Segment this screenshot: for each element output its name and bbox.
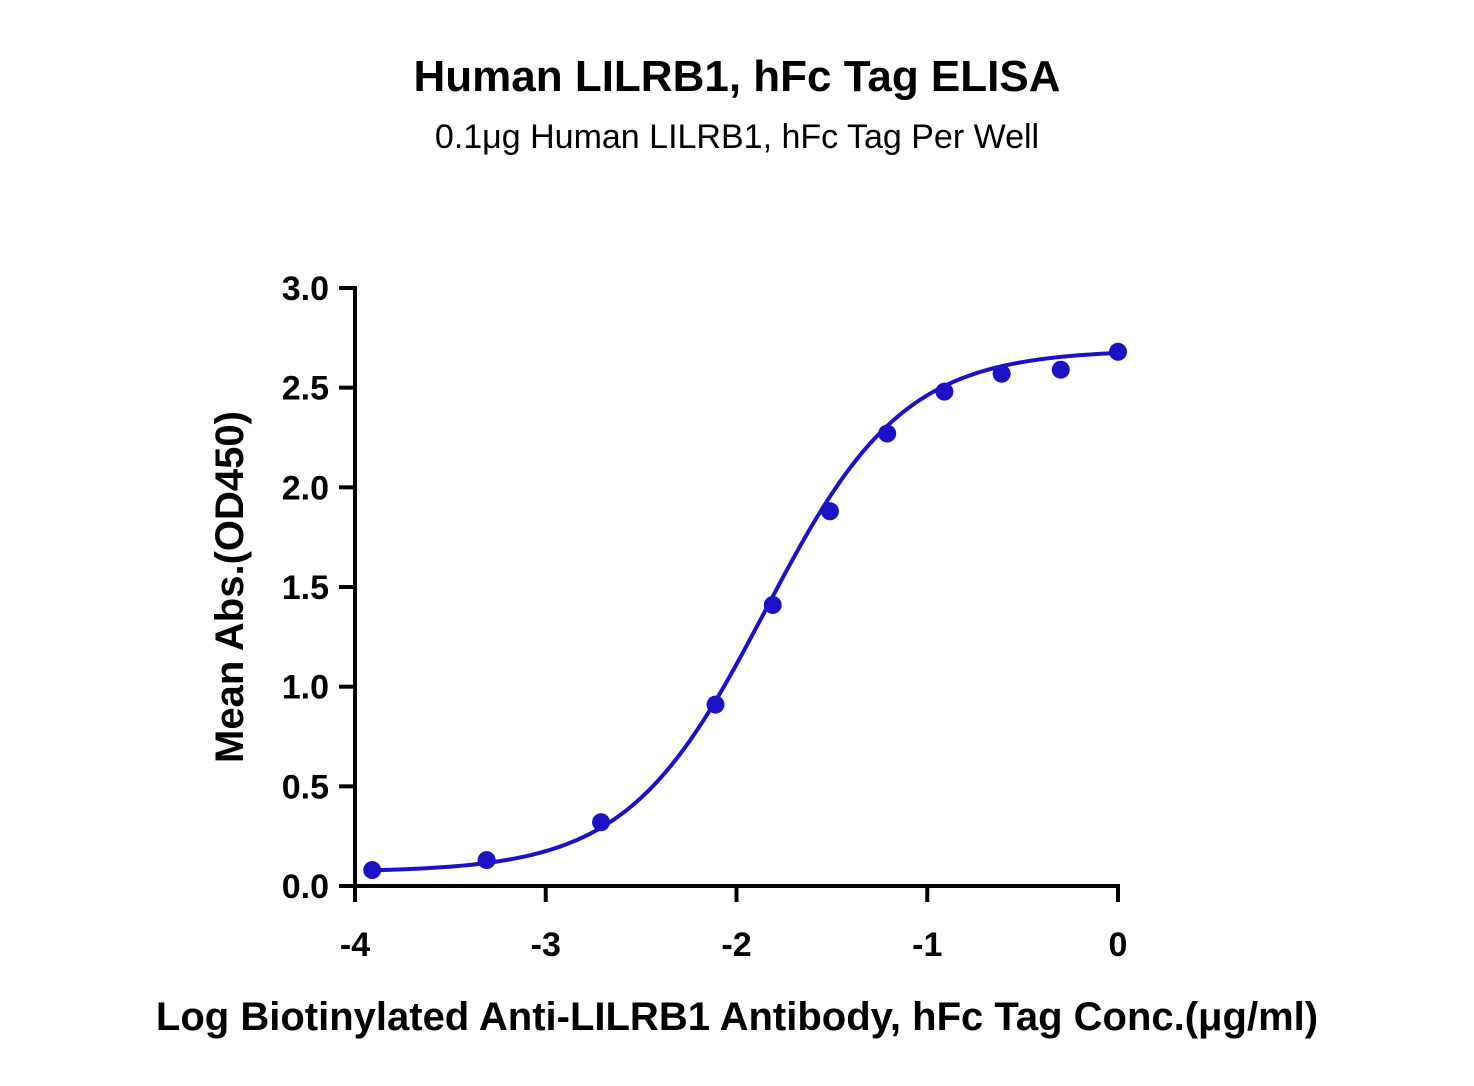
y-axis-label: Mean Abs.(OD450) (208, 411, 252, 763)
data-point (763, 595, 782, 614)
data-point (592, 813, 611, 832)
x-tick-label: -2 (721, 926, 751, 964)
y-tick-label: 3.0 (282, 270, 329, 308)
data-point (477, 851, 496, 870)
fit-curve (372, 350, 1119, 873)
data-point (1051, 360, 1070, 379)
data-point (363, 861, 382, 880)
x-tick-label: -1 (912, 926, 942, 964)
data-point (878, 424, 897, 443)
x-ticks: -4 -3 -2 -1 0 (340, 886, 1128, 964)
fit-curve-group (372, 350, 1119, 873)
y-tick-label: 2.5 (282, 370, 329, 408)
x-tick-label: 0 (1109, 926, 1128, 964)
y-tick-label: 0.5 (282, 768, 329, 806)
y-ticks: 0.0 0.5 1.0 1.5 2.0 2.5 3.0 (282, 270, 355, 906)
y-tick-label: 0.0 (282, 868, 329, 906)
chart-subtitle: 0.1μg Human LILRB1, hFc Tag Per Well (434, 118, 1040, 156)
y-tick-label: 1.0 (282, 669, 329, 707)
x-tick-label: -4 (340, 926, 370, 964)
y-tick-label: 2.0 (282, 469, 329, 507)
x-tick-label: -3 (531, 926, 561, 964)
data-point (706, 695, 725, 714)
x-axis-label: Log Biotinylated Anti-LILRB1 Antibody, h… (156, 995, 1318, 1039)
data-point (1109, 342, 1127, 361)
y-tick-label: 1.5 (282, 569, 329, 607)
chart-title: Human LILRB1, hFc Tag ELISA (413, 52, 1061, 101)
data-points (363, 342, 1127, 880)
data-point (992, 364, 1011, 383)
data-point (935, 382, 954, 401)
data-point (820, 502, 839, 521)
